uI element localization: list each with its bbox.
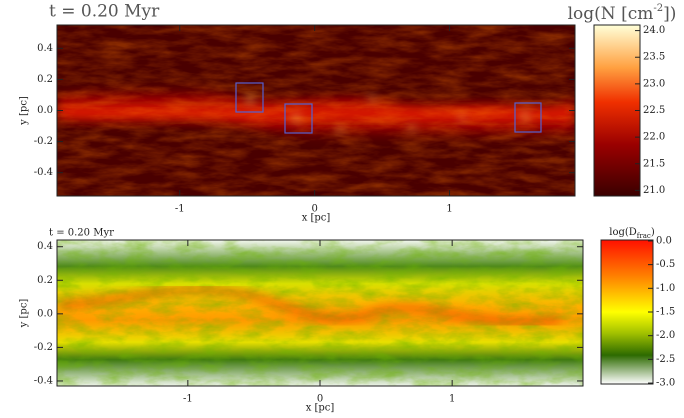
y-tick-label: 0.2 (37, 74, 53, 85)
x-axis-label: x [pc] (306, 403, 335, 414)
y-tick-label: -0.4 (34, 167, 53, 178)
y-tick-label: -0.2 (34, 136, 53, 147)
y-tick-label: 0.0 (37, 105, 53, 116)
colorbar-tick-label: 21.0 (643, 185, 665, 196)
colorbar-tick-label: 21.5 (643, 158, 665, 169)
colorbar-label-part: ) (651, 227, 655, 238)
y-tick-label: 0.0 (37, 308, 53, 319)
x-tick-label: 0 (311, 204, 317, 215)
x-tick-label: -1 (175, 204, 185, 215)
colorbar-tick-label: 23.5 (643, 52, 665, 63)
panel-title: t = 0.20 Myr (49, 2, 160, 22)
y-tick-label: 0.2 (37, 275, 53, 286)
y-tick-label: 0.4 (37, 43, 53, 54)
colorbar (600, 239, 654, 385)
y-tick-label: 0.4 (37, 241, 53, 252)
y-tick-label: -0.4 (34, 375, 53, 386)
panel-title: t = 0.20 Myr (49, 228, 114, 239)
colorbar-tick-label: 22.0 (643, 132, 665, 143)
colorbar-tick-label: 22.5 (643, 105, 665, 116)
colorbar-label-part: log(N [cm (568, 4, 654, 24)
colorbar-label: log(Dfrac) (609, 227, 655, 241)
colorbar-tick-label: -1.5 (656, 307, 675, 318)
colorbar-tick-label: 0.0 (656, 235, 672, 246)
colorbar-tick-label: -2.0 (656, 330, 675, 341)
colorbar-tick-label: -3.0 (656, 378, 675, 389)
colorbar-tick-label: -1.0 (656, 283, 675, 294)
colorbar-tick-label: 23.0 (643, 78, 665, 89)
colorbar (593, 24, 641, 197)
colorbar-label-part: log(D (609, 227, 637, 238)
x-tick-label: -1 (183, 394, 193, 405)
colorbar-label-part: frac (637, 232, 651, 240)
column-density-image (57, 25, 575, 196)
y-axis-label: y [pc] (19, 96, 30, 126)
y-axis-label: y [pc] (19, 299, 30, 329)
x-tick-label: 1 (449, 394, 455, 405)
colorbar-tick-label: 24.0 (643, 25, 665, 36)
deuterium-fraction-image (57, 240, 583, 386)
x-tick-label: 1 (446, 204, 452, 215)
colorbar-label-part: -2 (653, 3, 663, 14)
colorbar-label: log(N [cm-2]) (568, 3, 677, 24)
x-axis-label: x [pc] (302, 213, 331, 224)
y-tick-label: -0.2 (34, 342, 53, 353)
x-tick-label: 0 (317, 394, 323, 405)
colorbar-tick-label: -0.5 (656, 259, 675, 270)
colorbar-label-part: ]) (663, 4, 676, 24)
colorbar-tick-label: -2.5 (656, 354, 675, 365)
